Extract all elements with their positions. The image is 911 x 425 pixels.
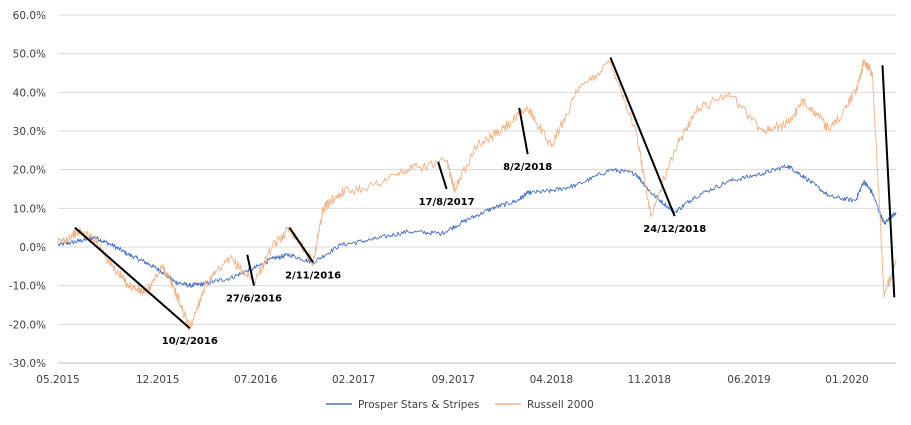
drawdown-line <box>518 107 529 155</box>
x-tick-label: 07.2016 <box>234 374 278 386</box>
y-tick-label: 0.0% <box>19 242 46 254</box>
drawdown-annotations: 10/2/2016 27/6/2016 2/11/2016 17/8/2017 8/2/… <box>74 57 896 347</box>
x-axis-tick-labels: 05.2015 12.2015 07.2016 02.2017 09.2017 04.20… <box>36 374 868 386</box>
drawdown-line <box>246 254 255 286</box>
drawdown-line <box>288 227 314 264</box>
x-tick-label: 01.2020 <box>825 374 868 386</box>
y-tick-label: 60.0% <box>13 10 46 22</box>
x-tick-label: 12.2015 <box>136 374 179 386</box>
legend-label: Prosper Stars & Stripes <box>358 399 479 411</box>
drawdown-label: 17/8/2017 <box>419 197 475 208</box>
legend-label: Russell 2000 <box>527 399 594 411</box>
drawdown-label: 2/11/2016 <box>285 270 341 281</box>
grid-lines <box>58 14 896 364</box>
x-tick-label: 06.2019 <box>727 374 770 386</box>
drawdown-line <box>881 65 896 298</box>
drawdown-line <box>74 226 191 329</box>
y-tick-label: 10.0% <box>13 203 46 215</box>
y-axis-tick-labels: -30.0% -20.0% -10.0% 0.0% 10.0% 20.0% 30.0% 40.… <box>9 10 46 370</box>
legend: Prosper Stars & Stripes Russell 2000 <box>326 399 594 411</box>
x-tick-label: 09.2017 <box>432 374 475 386</box>
drawdown-label: 10/2/2016 <box>162 336 218 347</box>
y-tick-label: 50.0% <box>13 49 46 61</box>
y-tick-label: -20.0% <box>9 319 46 331</box>
y-tick-label: -10.0% <box>9 281 46 293</box>
series-line <box>57 59 897 332</box>
x-tick-label: 02.2017 <box>332 374 375 386</box>
drawdown-label: 27/6/2016 <box>226 294 282 305</box>
drawdown-line <box>609 57 676 217</box>
x-tick-label: 04.2018 <box>530 374 573 386</box>
y-tick-label: 20.0% <box>13 165 46 177</box>
x-tick-label: 05.2015 <box>36 374 79 386</box>
y-tick-label: 30.0% <box>13 126 46 138</box>
drawdown-label: 8/2/2018 <box>503 162 552 173</box>
x-tick-label: 11.2018 <box>628 374 671 386</box>
drawdown-label: 24/12/2018 <box>643 224 706 235</box>
series-line <box>57 164 897 289</box>
y-tick-label: 40.0% <box>13 87 46 99</box>
y-tick-label: -30.0% <box>9 358 46 370</box>
drawdown-line <box>437 161 448 190</box>
series-lines <box>57 59 897 332</box>
